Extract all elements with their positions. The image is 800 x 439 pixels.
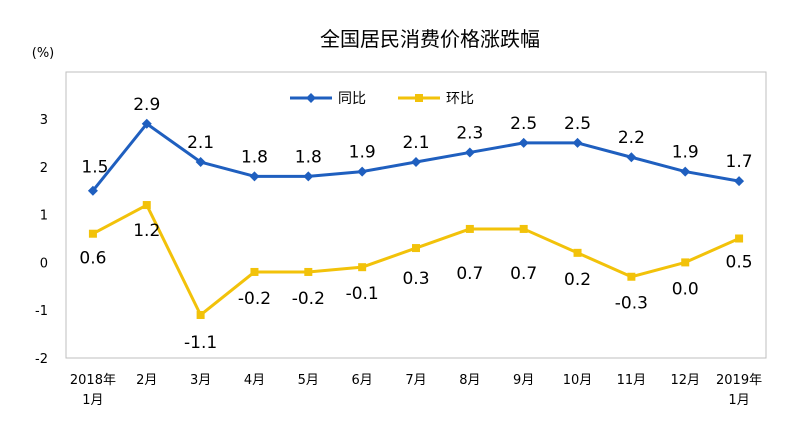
- data-point-marker: [572, 137, 583, 148]
- data-label: 2.2: [618, 128, 645, 148]
- data-point-marker: [303, 171, 314, 182]
- x-tick-label: 4月: [244, 373, 265, 388]
- data-label: 2.5: [564, 114, 591, 134]
- x-tick-label: 3月: [190, 373, 211, 388]
- data-point-marker: [249, 171, 260, 182]
- data-point-marker: [412, 244, 420, 253]
- x-tick-label: 6月: [352, 373, 373, 388]
- data-point-marker: [464, 147, 475, 158]
- legend-label: 同比: [338, 91, 366, 107]
- data-label: 2.5: [510, 114, 537, 134]
- data-label: -0.2: [238, 289, 271, 309]
- legend-item-1: 环比: [398, 91, 474, 107]
- x-tick-label: 2019年 1月: [716, 373, 762, 408]
- x-tick-label: 12月: [670, 373, 700, 388]
- data-point-marker: [88, 229, 97, 238]
- data-label: 0.5: [726, 253, 753, 273]
- data-point-marker: [141, 118, 152, 129]
- data-point-marker: [681, 258, 690, 267]
- x-tick-label: 9月: [513, 373, 534, 388]
- y-tick-label: -2: [35, 352, 48, 367]
- data-label: 1.5: [81, 158, 108, 178]
- axes-group: 3 2 1 0 -1 -2 2018年 1月 2月 3月 4月 5月 6月 7月 8月 9月 10月 11月 12月…: [35, 113, 762, 408]
- data-label: -1.1: [184, 333, 217, 353]
- series-1: 0.6 1.2 -1.1 -0.2 -0.2 -0.1 0.3 0.7 0.7 0.2 -0.3 0.…: [79, 201, 753, 353]
- data-label: -0.2: [292, 289, 325, 309]
- data-point-marker: [411, 157, 421, 168]
- x-tick-label: 2月: [136, 373, 157, 388]
- x-tick-label: 10月: [563, 373, 593, 388]
- data-point-marker: [519, 224, 528, 233]
- data-label: 2.3: [456, 123, 483, 143]
- data-point-marker: [627, 272, 636, 281]
- data-label: 1.8: [241, 147, 268, 167]
- data-label: 1.9: [349, 143, 376, 163]
- data-point-marker: [680, 166, 691, 177]
- data-label: 2.9: [133, 95, 160, 115]
- y-tick-label: 0: [40, 256, 48, 271]
- data-point-marker: [734, 176, 745, 187]
- data-label: 1.9: [672, 143, 699, 163]
- data-label: 2.1: [187, 133, 214, 153]
- data-point-marker: [142, 201, 151, 210]
- data-point-marker: [465, 224, 474, 233]
- y-tick-label: 2: [40, 161, 48, 176]
- y-tick-label: 3: [40, 113, 48, 128]
- data-label: -0.1: [346, 284, 379, 304]
- legend-item-0: 同比: [290, 91, 366, 107]
- data-point-marker: [196, 310, 205, 319]
- data-label: 0.0: [672, 279, 699, 299]
- data-point-marker: [195, 157, 206, 168]
- x-tick-label: 7月: [405, 373, 426, 388]
- data-point-marker: [573, 248, 582, 257]
- data-point-marker: [304, 267, 313, 276]
- x-tick-label: 11月: [617, 373, 647, 388]
- data-label: 0.7: [510, 264, 537, 284]
- data-point-marker: [735, 234, 744, 243]
- data-point-marker: [357, 166, 368, 177]
- data-label: 1.7: [726, 152, 753, 172]
- plot-area-border: [65, 71, 767, 359]
- x-tick-label: 8月: [459, 373, 480, 388]
- y-tick-label: 1: [40, 209, 48, 224]
- x-tick-label: 2018年 1月: [70, 373, 116, 408]
- data-label: 1.2: [133, 221, 160, 241]
- legend: 同比 环比: [290, 91, 474, 107]
- data-point-marker: [518, 137, 529, 148]
- y-tick-label: -1: [35, 304, 48, 319]
- data-label: 2.1: [402, 133, 429, 153]
- legend-marker: [415, 94, 423, 102]
- y-axis-unit-label: (%): [32, 46, 55, 61]
- data-label: 1.8: [295, 147, 322, 167]
- legend-label: 环比: [446, 91, 474, 107]
- data-label: 0.7: [456, 264, 483, 284]
- data-label: 0.2: [564, 270, 591, 290]
- data-point-marker: [358, 263, 367, 272]
- series-group: 1.5 2.9 2.1 1.8 1.8 1.9 2.1 2.3 2.5 2.5 2.2 1.9 1.7 0…: [79, 95, 752, 353]
- series-0: 1.5 2.9 2.1 1.8 1.8 1.9 2.1 2.3 2.5 2.5 2.2 1.9 1.7: [81, 95, 753, 196]
- data-label: -0.3: [615, 294, 648, 314]
- data-label: 0.6: [79, 249, 106, 269]
- data-point-marker: [626, 152, 637, 163]
- chart-title: 全国居民消费价格涨跌幅: [320, 27, 540, 51]
- data-label: 0.3: [402, 269, 429, 289]
- data-point-marker: [250, 267, 259, 276]
- data-point-marker: [87, 185, 98, 196]
- x-tick-label: 5月: [298, 373, 319, 388]
- legend-marker: [306, 93, 316, 103]
